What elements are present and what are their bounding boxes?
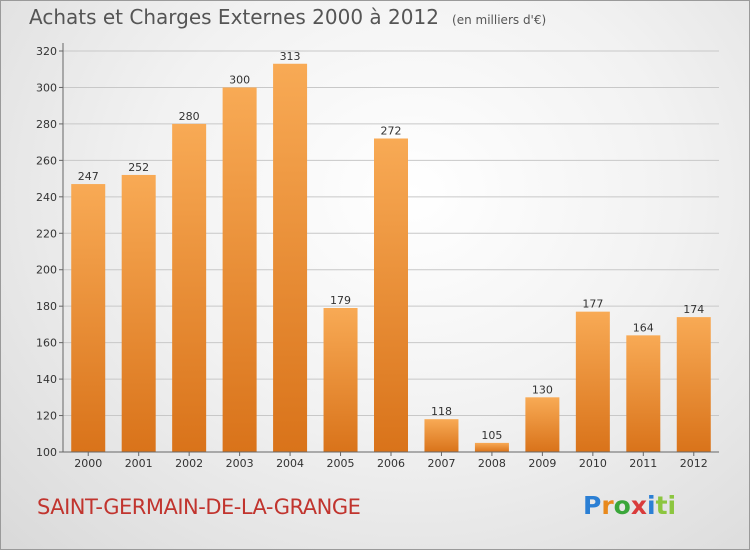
bar [222,87,257,453]
y-tick-label: 140 [36,373,57,386]
bar-chart: 100 120 140 160 180 200 220 240 260 280 300 320 2000… [36,43,719,470]
data-label: 272 [381,124,402,137]
logo-letter: P [583,491,602,520]
bar [626,335,661,452]
axes: 100 120 140 160 180 200 220 240 260 280 300 320 2000… [36,43,719,470]
x-tick-label: 2006 [377,457,405,470]
bar [323,308,358,452]
y-tick-label: 220 [36,227,57,240]
data-label: 177 [582,298,603,311]
x-tick-label: 2008 [478,457,506,470]
y-tick-label: 260 [36,154,57,167]
data-label: 247 [78,170,99,183]
x-tick-label: 2011 [629,457,657,470]
bar [676,317,711,452]
proxiti-logo[interactable]: Proxiti [583,491,676,520]
city-name: SAINT-GERMAIN-DE-LA-GRANGE [37,495,361,519]
y-tick-label: 180 [36,300,57,313]
chart-title-text: Achats et Charges Externes 2000 à 2012 [29,5,439,29]
bar [474,442,509,452]
bar [121,174,156,453]
x-tick-label: 2005 [327,457,355,470]
data-label: 105 [481,429,502,442]
bar [273,63,308,452]
data-label: 300 [229,73,250,86]
x-tick-label: 2012 [680,457,708,470]
data-label: 118 [431,405,452,418]
x-tick-label: 2009 [528,457,556,470]
logo-letter: i [647,491,656,520]
x-tick-label: 2001 [125,457,153,470]
data-label: 252 [128,161,149,174]
bar [71,184,106,453]
y-tick-label: 240 [36,191,57,204]
data-label: 164 [633,321,654,334]
bars [71,63,711,453]
logo-letter: x [630,491,647,520]
data-label: 174 [683,303,704,316]
y-tick-label: 120 [36,410,57,423]
data-label: 130 [532,383,553,396]
bar [374,138,408,452]
bar [172,123,207,452]
y-tick-label: 160 [36,337,57,350]
bar [424,419,459,452]
x-tick-label: 2007 [427,457,455,470]
data-label: 179 [330,294,351,307]
data-labels: 247 252 280 300 313 179 272 118 105 130 177 164 174 [78,50,705,442]
chart-title: Achats et Charges Externes 2000 à 2012 (… [29,5,546,29]
bar [575,311,610,452]
y-tick-label: 320 [36,45,57,58]
y-tick-label: 100 [36,446,57,459]
x-tick-label: 2010 [579,457,607,470]
bar [525,397,560,452]
y-tick-label: 200 [36,264,57,277]
logo-letter: ti [655,491,677,520]
y-tick-label: 300 [36,81,57,94]
y-tick-label: 280 [36,118,57,131]
x-tick-label: 2002 [175,457,203,470]
chart-unit-text: (en milliers d'€) [452,13,547,27]
logo-letter: o [613,491,631,520]
x-tick-label: 2000 [74,457,102,470]
data-label: 313 [280,50,301,63]
data-label: 280 [179,110,200,123]
logo-letter: r [601,491,614,520]
x-tick-label: 2004 [276,457,304,470]
x-tick-label: 2003 [226,457,254,470]
